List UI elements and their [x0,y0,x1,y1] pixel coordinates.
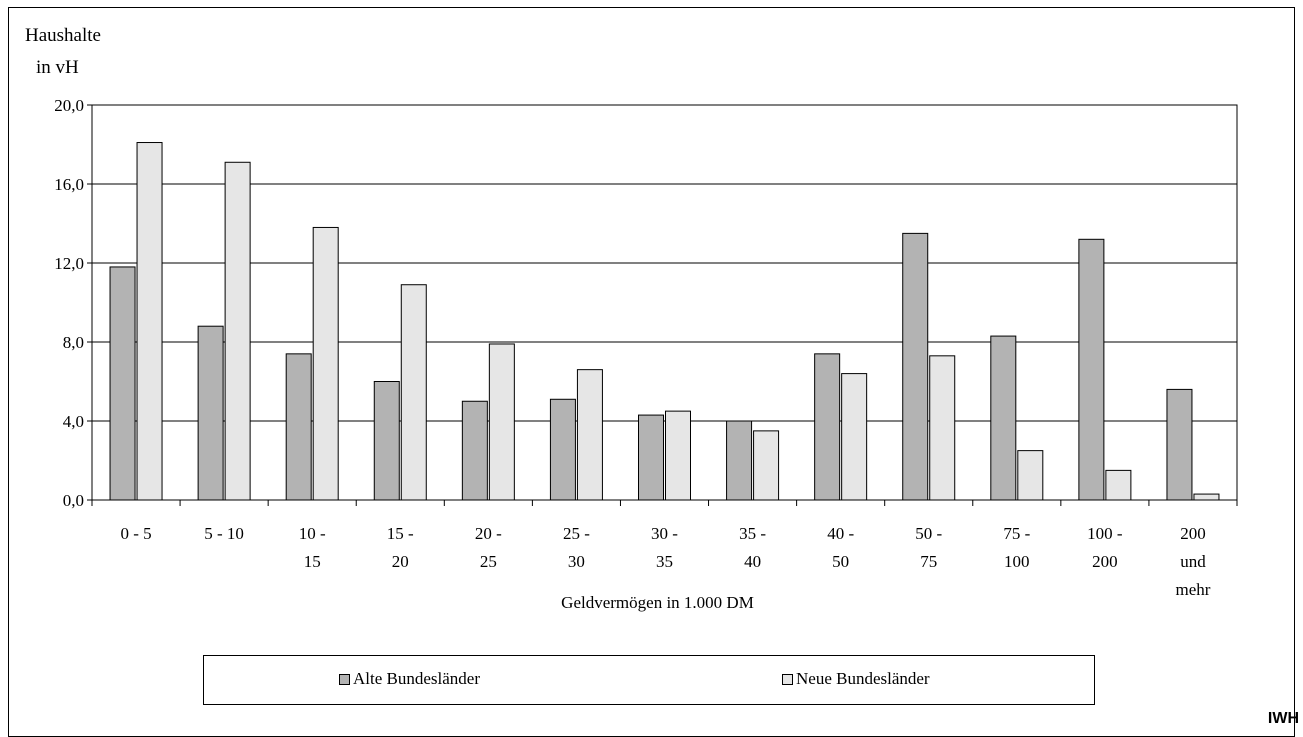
x-category-label: 50 - [915,524,942,543]
bar-alte [109,266,136,501]
bar-neue [312,226,339,501]
legend-swatch-neue [782,673,793,685]
x-category-label: 100 - [1087,524,1123,543]
bar-alte [638,414,664,501]
x-category-label: 30 [568,552,585,571]
x-category-label: 35 - [739,524,766,543]
x-category-label: 15 [304,552,321,571]
source-label: IWH [1267,710,1299,727]
y-tick-label: 0,0 [63,491,84,510]
bar-neue [753,430,780,501]
y-tick-label: 8,0 [63,333,84,352]
bar-alte [1166,388,1193,501]
bar-alte [814,353,841,501]
x-axis-label: Geldvermögen in 1.000 DM [561,593,754,612]
bar-alte [461,400,488,501]
x-category-label: 20 - [475,524,502,543]
x-category-label: 40 [744,552,761,571]
bar-neue [929,355,956,501]
bar-alte [197,325,224,501]
bar-neue [576,369,603,501]
legend-label-alte: Alte Bundesländer [353,669,480,688]
legend-swatch-alte [339,673,350,685]
bar-neue [224,161,251,501]
x-category-label: 40 - [827,524,854,543]
bar-alte [285,353,312,501]
x-category-label: 5 - 10 [204,524,244,543]
legend: Alte Bundesländer Neue Bundesländer [203,655,1095,705]
bar-alte [990,335,1017,501]
bar-alte [902,232,929,501]
x-category-label: 0 - 5 [120,524,151,543]
bar-neue [665,410,691,501]
legend-item-alte: Alte Bundesländer [339,669,480,689]
x-category-label: und [1180,552,1206,571]
bar-neue [488,343,515,501]
x-category-label: 25 [480,552,497,571]
x-category-label: 15 - [387,524,414,543]
x-category-label: mehr [1175,580,1210,599]
bar-neue [400,284,427,501]
x-category-label: 30 - [651,524,678,543]
x-category-label: 200 [1092,552,1118,571]
x-category-label: 35 [656,552,673,571]
bar-neue [1105,469,1132,501]
x-category-label: 20 [392,552,409,571]
y-tick-label: 12,0 [54,254,84,273]
x-category-label: 100 [1004,552,1030,571]
bar-neue [841,373,868,501]
plot-area-border [91,104,1238,501]
y-tick-label: 20,0 [54,96,84,115]
bar-neue [1193,493,1220,501]
bar-neue [1017,450,1044,501]
bar-neue [136,142,163,501]
y-tick-label: 4,0 [63,412,84,431]
x-category-label: 75 - [1003,524,1030,543]
x-category-label: 10 - [299,524,326,543]
x-category-label: 25 - [563,524,590,543]
x-category-label: 75 [920,552,937,571]
legend-label-neue: Neue Bundesländer [796,669,930,688]
x-category-label: 50 [832,552,849,571]
x-category-label: 200 [1180,524,1206,543]
y-tick-label: 16,0 [54,175,84,194]
bar-alte [373,381,400,501]
y-axis-label-line-2: in vH [36,57,79,78]
legend-item-neue: Neue Bundesländer [782,669,930,689]
y-axis-label-line-1: Haushalte [25,25,101,46]
bar-alte [549,398,576,501]
bar-alte [1078,238,1105,501]
bar-alte [726,420,753,501]
